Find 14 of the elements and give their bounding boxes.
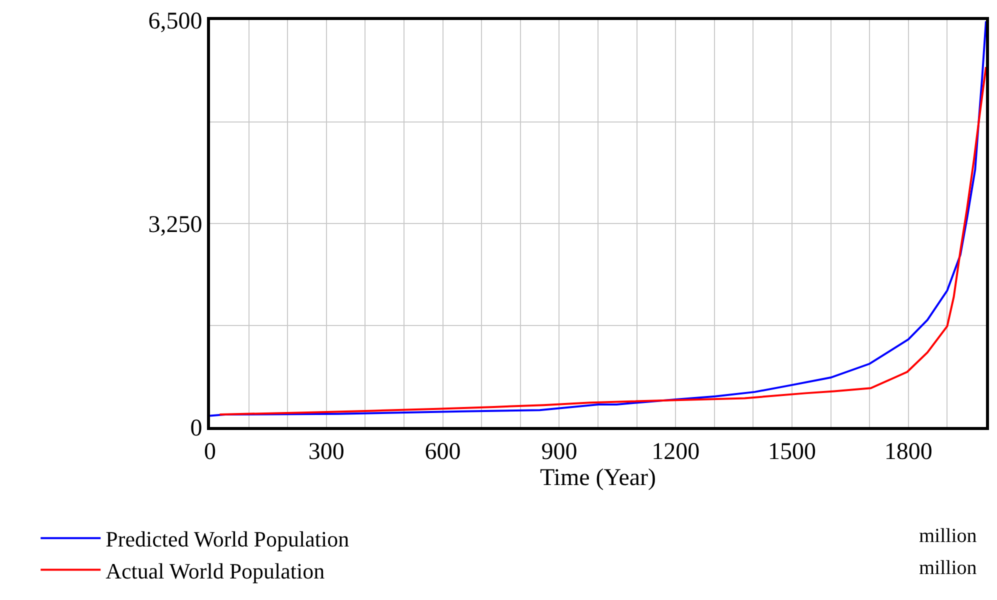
y-tick-label: 6,500 (148, 8, 202, 34)
x-tick-label: 300 (308, 438, 344, 465)
x-tick-label: 900 (541, 438, 578, 465)
x-tick-label: 1500 (768, 438, 816, 465)
y-tick-label: 0 (190, 415, 202, 442)
x-tick-label: 600 (424, 438, 461, 465)
x-tick-label: 1800 (884, 438, 932, 465)
legend-label: Actual World Population (106, 558, 325, 584)
y-tick-label: 3,250 (148, 212, 202, 238)
x-axis-title: Time (Year) (540, 464, 656, 491)
text: million (919, 557, 977, 579)
legend-label: Predicted World Population (106, 526, 350, 552)
text: million (919, 525, 977, 547)
x-tick-label: 1200 (652, 438, 700, 465)
